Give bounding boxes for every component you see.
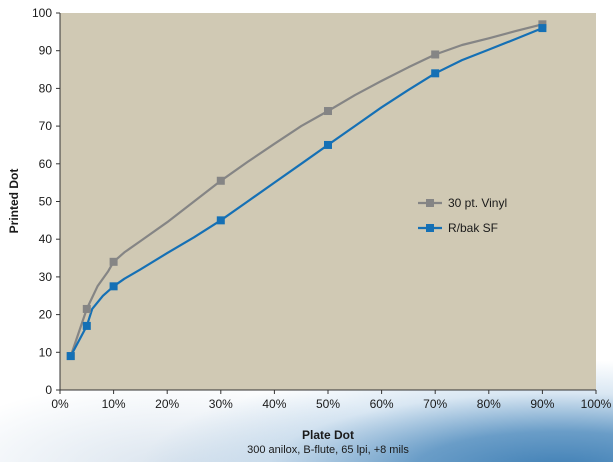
data-point-r-bak-sf (66, 352, 75, 361)
x-tick-label: 90% (530, 397, 554, 411)
x-tick-label: 40% (262, 397, 286, 411)
y-tick-label: 10 (39, 345, 53, 359)
data-point-r-bak-sf (431, 69, 440, 78)
x-tick-label: 50% (316, 397, 340, 411)
legend-marker-r-bak-sf (426, 224, 434, 232)
chart-subtitle: 300 anilox, B-flute, 65 lpi, +8 mils (247, 444, 409, 456)
y-tick-label: 30 (39, 270, 53, 284)
series-lines (69, 23, 543, 357)
data-point-r-bak-sf (216, 216, 225, 225)
x-tick-label: 80% (477, 397, 501, 411)
y-tick-label: 50 (39, 195, 53, 209)
data-point-30-pt-vinyl (431, 50, 440, 59)
x-tick-label: 70% (423, 397, 447, 411)
y-tick-label: 100 (32, 6, 52, 20)
y-tick-label: 70 (39, 119, 53, 133)
legend: 30 pt. Vinyl R/bak SF (418, 196, 507, 235)
y-tick-label: 40 (39, 232, 53, 246)
data-point-r-bak-sf (82, 321, 91, 330)
legend-marker-30-pt-vinyl (426, 199, 434, 207)
legend-label-r-bak-sf: R/bak SF (448, 221, 498, 235)
x-axis-title: Plate Dot (302, 428, 354, 442)
y-tick-label: 90 (39, 44, 53, 58)
y-tick-label: 20 (39, 308, 53, 322)
data-point-30-pt-vinyl (82, 304, 91, 313)
series-line-r-bak-sf (69, 27, 543, 357)
y-axis-ticks: 0 10 20 30 40 50 60 70 80 90 100 (32, 6, 60, 397)
y-tick-label: 60 (39, 157, 53, 171)
series-markers (66, 20, 547, 361)
legend-label-30-pt-vinyl: 30 pt. Vinyl (448, 196, 507, 210)
y-tick-label: 80 (39, 81, 53, 95)
x-tick-label: 20% (155, 397, 179, 411)
data-point-30-pt-vinyl (324, 107, 332, 116)
data-point-r-bak-sf (109, 282, 118, 291)
y-tick-label: 0 (45, 383, 52, 397)
x-tick-label: 100% (581, 397, 612, 411)
x-tick-label: 10% (102, 397, 126, 411)
x-tick-label: 60% (370, 397, 394, 411)
series-line-30-pt-vinyl (69, 23, 543, 357)
data-point-r-bak-sf (324, 140, 332, 149)
x-axis-ticks: 0% 10% 20% 30% 40% 50% 60% 70% 80% 90% 100% (51, 390, 612, 411)
data-point-r-bak-sf (538, 24, 547, 33)
data-point-30-pt-vinyl (216, 176, 225, 185)
plot-area (60, 13, 596, 390)
data-point-30-pt-vinyl (109, 257, 118, 266)
y-axis-title: Printed Dot (7, 169, 21, 234)
x-tick-label: 0% (51, 397, 69, 411)
x-tick-label: 30% (209, 397, 233, 411)
